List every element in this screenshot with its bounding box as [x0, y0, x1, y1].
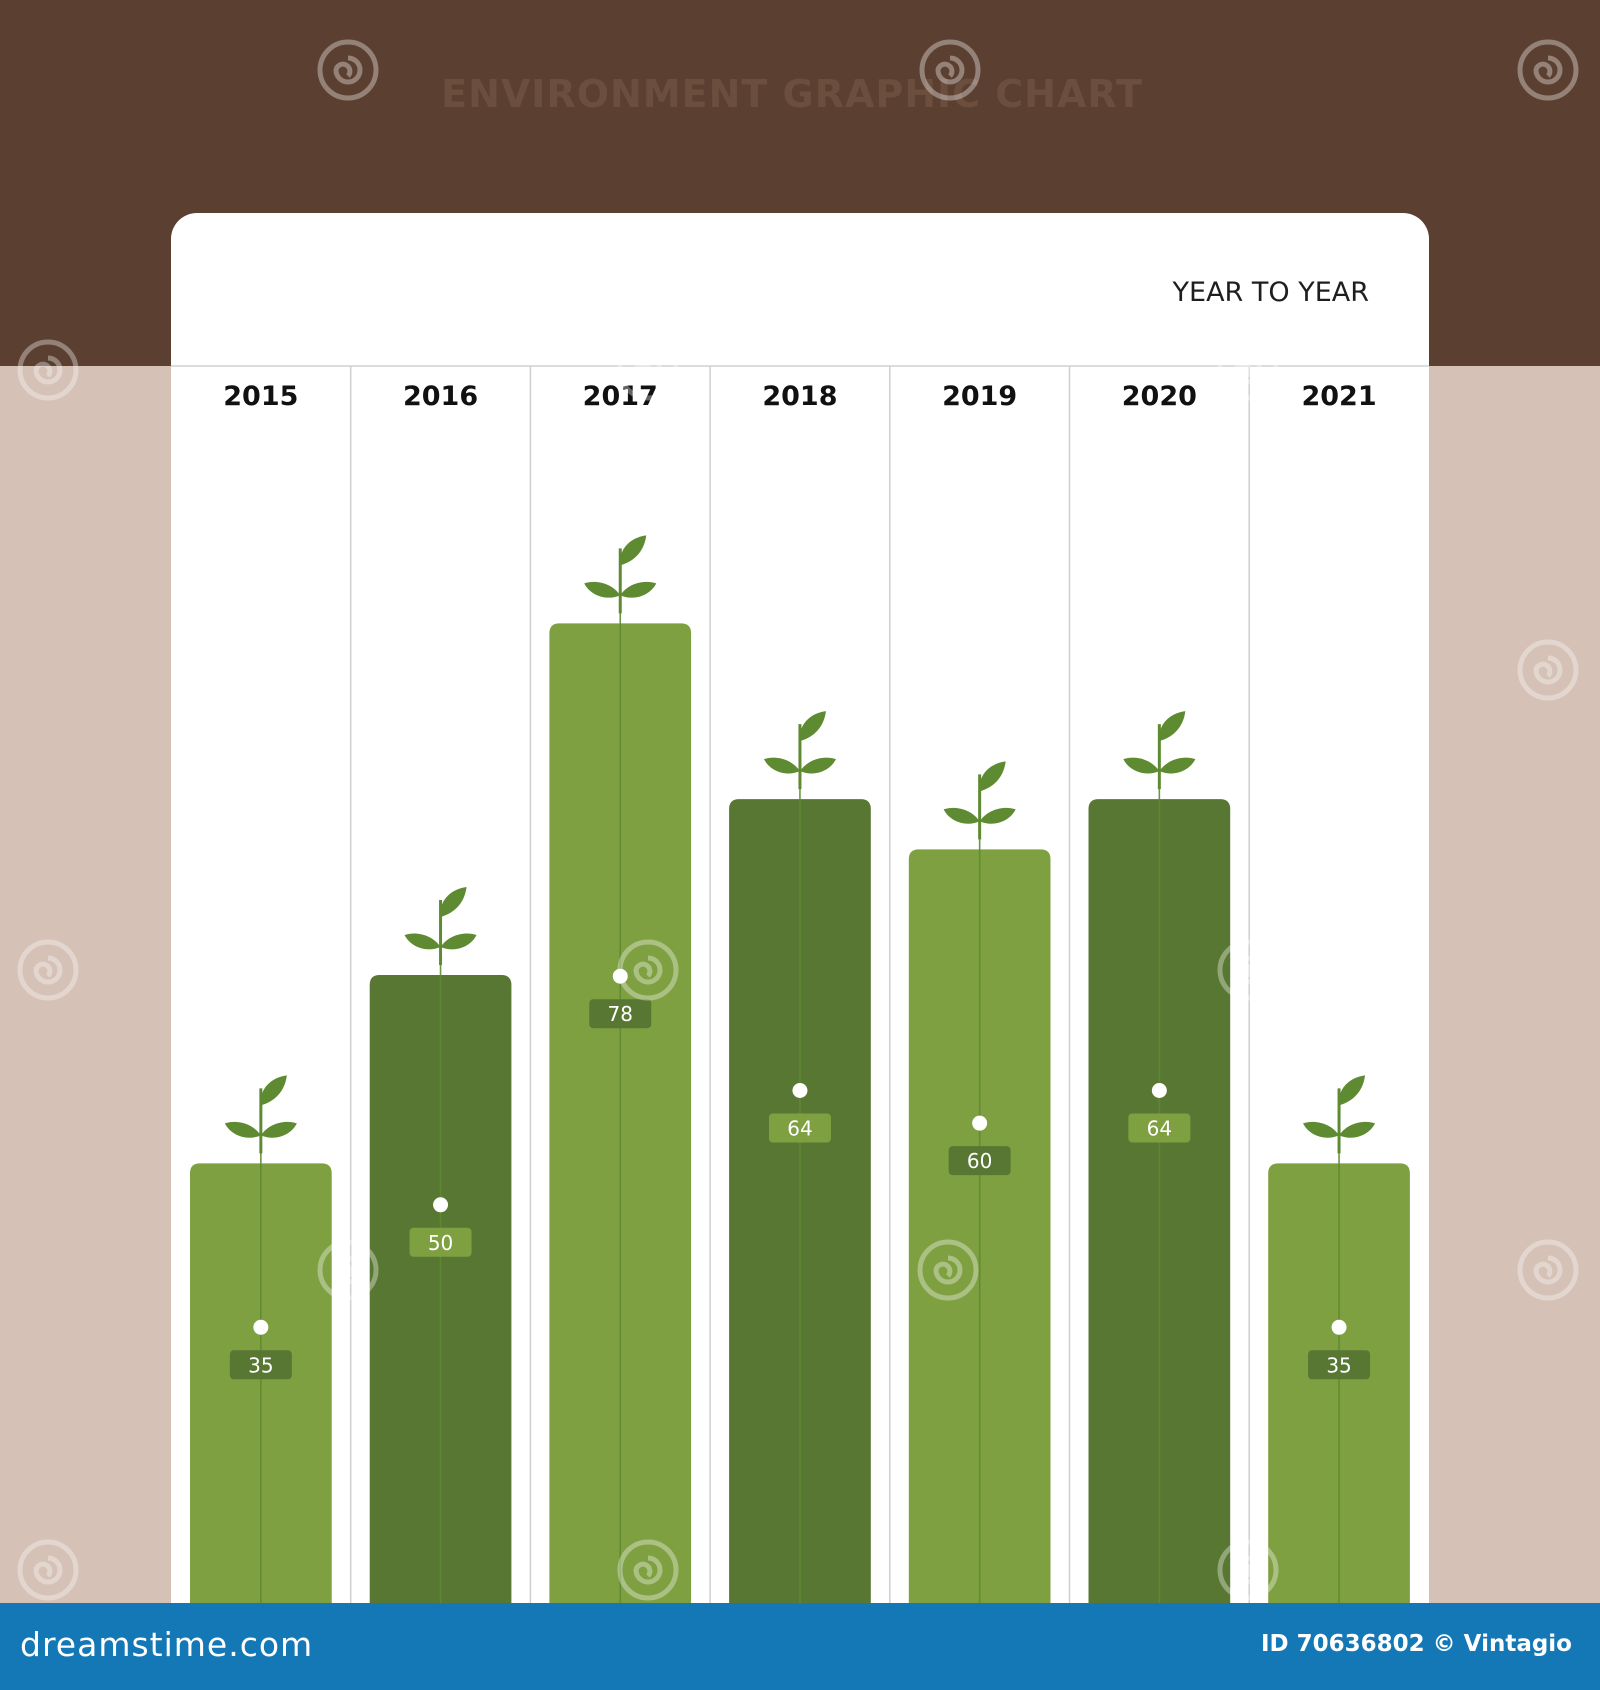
sprout-leaf-top [440, 887, 467, 917]
value-marker [612, 968, 628, 984]
sprout-icon [224, 1075, 297, 1154]
footer-credit: ID 70636802 © Vintagio [1260, 1631, 1572, 1657]
spiral-watermark-icon [17, 1539, 79, 1601]
sprout-icon [584, 535, 657, 614]
value-label-box [1128, 1113, 1191, 1143]
value-label: 50 [428, 1231, 453, 1255]
sprout-icon [404, 887, 477, 965]
page-title: ENVIRONMENT GRAPHIC CHART [441, 72, 1143, 116]
year-label: 2018 [762, 381, 837, 412]
sprout-leaf-left [943, 807, 980, 824]
value-marker [972, 1115, 988, 1131]
sprout-leaf-left [763, 757, 800, 774]
value-marker [1151, 1083, 1167, 1099]
sprout-leaf-top [1338, 1075, 1366, 1106]
sprout-leaf-right [440, 933, 477, 950]
chart-subtitle: YEAR TO YEAR [1172, 277, 1369, 308]
spiral-watermark-icon [1217, 1539, 1279, 1601]
sprout-leaf-left [1303, 1121, 1340, 1138]
bar-group-2017: 2017 78 [549, 381, 692, 1603]
value-label-box [1308, 1350, 1371, 1380]
sprout-leaf-top [799, 711, 826, 742]
sprout-leaf-left [1123, 757, 1160, 774]
value-label-box [229, 1350, 292, 1380]
value-label-box [409, 1227, 472, 1257]
year-label: 2016 [403, 381, 478, 412]
sprout-leaf-right [620, 581, 657, 598]
value-marker [433, 1197, 449, 1213]
spiral-watermark-icon [917, 1239, 979, 1301]
value-label-box [768, 1113, 831, 1143]
value-label: 60 [967, 1149, 992, 1173]
value-marker [792, 1083, 808, 1099]
value-label: 78 [608, 1002, 633, 1026]
spiral-watermark-icon [617, 339, 679, 401]
bar-group-2019: 2019 60 [908, 381, 1051, 1603]
sprout-leaf-left [584, 581, 621, 598]
sprout-leaf-right [1159, 757, 1196, 774]
bar-chart: 2015 35 2016 50 2017 78 2018 64 2019 60 2020 64 2021… [171, 365, 1429, 1603]
spiral-watermark-icon [17, 339, 79, 401]
bar-group-2018: 2018 64 [729, 381, 871, 1603]
spiral-watermark-icon [917, 639, 979, 701]
year-label: 2019 [942, 381, 1017, 412]
sprout-leaf-left [224, 1121, 261, 1138]
year-label: 2015 [223, 381, 298, 412]
sprout-leaf-top [620, 535, 647, 566]
spiral-watermark-icon [617, 1539, 679, 1601]
spiral-watermark-icon [317, 39, 379, 101]
sprout-icon [1303, 1075, 1376, 1154]
bar-group-2016: 2016 50 [369, 381, 512, 1603]
sprout-icon [1123, 711, 1196, 790]
sprout-leaf-right [260, 1121, 297, 1138]
footer-brand: dreamstime.com [20, 1625, 314, 1664]
spiral-watermark-icon [919, 39, 981, 101]
sprout-leaf-right [1339, 1121, 1376, 1138]
spiral-watermark-icon [617, 939, 679, 1001]
spiral-watermark-icon [17, 939, 79, 1001]
value-label: 64 [1147, 1117, 1172, 1141]
value-label: 35 [248, 1353, 273, 1377]
value-marker [1331, 1319, 1347, 1335]
value-label-box [948, 1146, 1011, 1176]
spiral-watermark-icon [1517, 39, 1579, 101]
spiral-watermark-icon [1217, 339, 1279, 401]
sprout-leaf-right [979, 807, 1016, 824]
year-label: 2020 [1122, 381, 1197, 412]
year-label: 2021 [1301, 381, 1376, 412]
value-label: 35 [1326, 1353, 1351, 1377]
value-marker [253, 1319, 269, 1335]
sprout-icon [943, 761, 1016, 840]
sprout-icon [763, 711, 836, 790]
sprout-leaf-right [799, 757, 836, 774]
sprout-leaf-top [1159, 711, 1186, 742]
spiral-watermark-icon [317, 1239, 379, 1301]
bar-group-2021: 2021 35 [1268, 381, 1410, 1603]
value-label-box [589, 999, 652, 1029]
year-label: 2017 [583, 381, 658, 412]
spiral-watermark-icon [1517, 639, 1579, 701]
sprout-leaf-top [979, 761, 1006, 792]
value-label: 64 [787, 1117, 812, 1141]
spiral-watermark-icon [1217, 939, 1279, 1001]
bar-group-2015: 2015 35 [190, 381, 332, 1603]
bar-group-2020: 2020 64 [1088, 381, 1231, 1603]
footer-bar: dreamstime.com ID 70636802 © Vintagio [0, 1603, 1600, 1690]
sprout-leaf-top [260, 1075, 287, 1106]
spiral-watermark-icon [1517, 1239, 1579, 1301]
sprout-leaf-left [404, 933, 441, 950]
